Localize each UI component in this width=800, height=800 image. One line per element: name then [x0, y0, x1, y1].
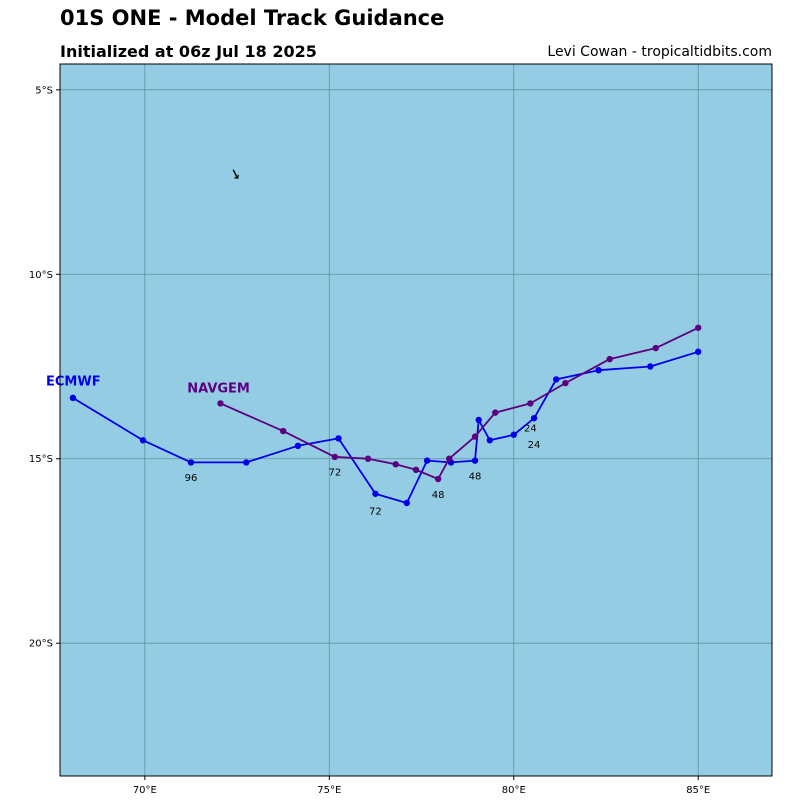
lon-tick-label: 70°E: [133, 785, 157, 796]
ecmwf-hour-label: 72: [369, 506, 382, 517]
navgem-track-point: [492, 409, 499, 416]
ecmwf-track-point: [647, 363, 654, 370]
credit-text: Levi Cowan - tropicaltidbits.com: [547, 44, 772, 60]
ecmwf-track-point: [510, 431, 517, 438]
lat-tick-label: 20°S: [29, 639, 53, 650]
navgem-track-point: [527, 400, 534, 407]
ocean-background: [60, 64, 772, 776]
lat-tick-label: 5°S: [35, 85, 53, 96]
ecmwf-track-point: [139, 437, 147, 444]
ecmwf-track-point: [423, 457, 431, 464]
ecmwf-hour-label: 48: [469, 471, 482, 482]
ecmwf-track-point: [530, 414, 538, 422]
map-frame: [59, 63, 773, 777]
navgem-hour-label: 24: [524, 423, 537, 434]
lat-tick-label: 15°S: [29, 454, 53, 465]
navgem-track-point: [279, 427, 287, 435]
ecmwf-track-point: [69, 394, 77, 402]
axis-ticks: 70°E 75°E 80°E 85°E 5°S 10°S 15°S 20°S: [29, 85, 710, 796]
navgem-hour-label: 72: [328, 468, 341, 479]
ecmwf-track-point: [486, 437, 493, 444]
navgem-model-label: NAVGEM: [187, 382, 250, 397]
navgem-track-point: [446, 455, 453, 462]
ecmwf-track-point: [552, 376, 560, 383]
arrow-marker-icon: [232, 169, 239, 179]
lon-tick-label: 80°E: [502, 785, 526, 796]
navgem-track-point: [434, 475, 442, 483]
navgem-track-point: [364, 455, 372, 462]
ecmwf-track-point: [187, 459, 195, 466]
navgem-track-point: [652, 344, 659, 352]
ecmwf-track-point: [475, 416, 482, 424]
navgem-track-point: [471, 433, 479, 440]
page-subtitle: Initialized at 06z Jul 18 2025: [60, 42, 317, 61]
lon-tick-label: 85°E: [686, 785, 710, 796]
navgem-track-point: [562, 379, 569, 387]
model-tracks: [69, 324, 702, 507]
ecmwf-track-point: [595, 366, 602, 374]
ecmwf-track-point: [294, 442, 302, 450]
page-title: 01S ONE - Model Track Guidance: [60, 6, 445, 30]
ecmwf-model-label: ECMWF: [46, 374, 101, 389]
ecmwf-hour-label: 96: [185, 473, 198, 484]
navgem-track-point: [392, 461, 399, 468]
lon-tick-label: 75°E: [317, 785, 341, 796]
ecmwf-hour-label: 24: [528, 440, 541, 451]
navgem-track-point: [606, 355, 613, 363]
navgem-track-point: [412, 466, 420, 474]
ecmwf-track-point: [243, 459, 250, 466]
ecmwf-track-point: [403, 499, 410, 507]
grid-lines: [60, 64, 772, 776]
ecmwf-track-point: [471, 457, 479, 464]
ecmwf-track-point: [695, 348, 702, 355]
navgem-track-point: [331, 453, 339, 461]
ecmwf-track-point: [372, 490, 379, 497]
ecmwf-track-point: [335, 435, 342, 442]
navgem-hour-label: 48: [432, 490, 445, 501]
navgem-track-point: [695, 324, 702, 331]
lat-tick-label: 10°S: [29, 270, 53, 281]
navgem-track-point: [217, 400, 224, 407]
